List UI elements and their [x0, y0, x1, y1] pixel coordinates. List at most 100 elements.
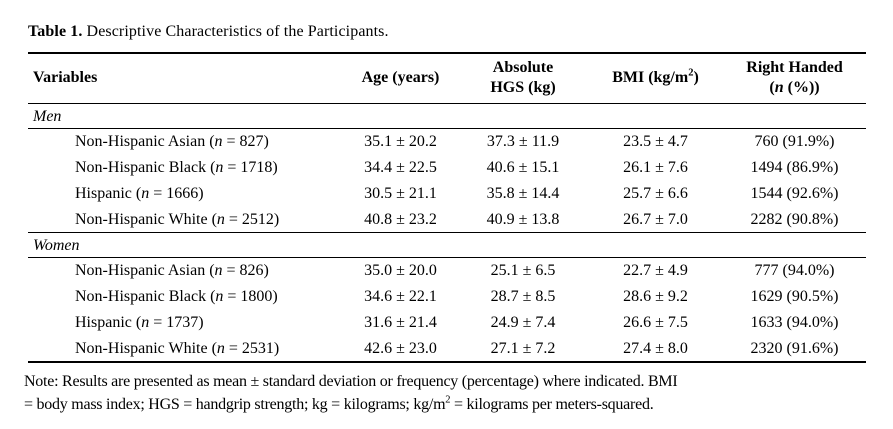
row-label-count: = 827) — [222, 133, 269, 151]
row-label-text: Non-Hispanic White ( — [75, 210, 217, 228]
row-label: Hispanic (n = 1666) — [28, 181, 343, 207]
row-label-n: n — [141, 314, 150, 332]
cell-right-handed: 760 (91.9%) — [754, 133, 835, 151]
row-label-n: n — [215, 288, 224, 306]
row-label-text: Non-Hispanic Asian ( — [75, 262, 215, 280]
cell-bmi: 26.7 ± 7.0 — [623, 210, 688, 228]
bmi-header-close: ) — [693, 68, 699, 86]
table-row: Non-Hispanic White (n = 2512) 40.8 ± 23.… — [28, 207, 866, 233]
table-row: Non-Hispanic White (n = 2531) 42.6 ± 23.… — [28, 336, 866, 362]
row-label-n: n — [216, 339, 225, 357]
section-row-women: Women — [28, 232, 866, 259]
right-handed-header-n: n — [774, 79, 784, 97]
row-label-text: Non-Hispanic Asian ( — [75, 133, 215, 151]
row-label-n: n — [141, 185, 150, 203]
row-label-n: n — [214, 262, 223, 280]
table-row: Hispanic (n = 1737) 31.6 ± 21.4 24.9 ± 7… — [28, 310, 866, 336]
cell-age: 35.1 ± 20.2 — [364, 133, 437, 151]
table-caption-text: Descriptive Characteristics of the Parti… — [82, 23, 389, 40]
row-label-text: Hispanic ( — [75, 185, 142, 203]
cell-right-handed: 1629 (90.5%) — [750, 288, 839, 306]
right-handed-header-open: ( — [769, 79, 775, 97]
row-label-text: Hispanic ( — [75, 314, 142, 332]
cell-right-handed: 2282 (90.8%) — [750, 210, 839, 228]
table-caption-label: Table 1. — [28, 23, 83, 40]
cell-hgs: 40.6 ± 15.1 — [486, 159, 560, 177]
cell-bmi: 28.6 ± 9.2 — [623, 288, 688, 306]
row-label-text: Non-Hispanic Black ( — [75, 159, 216, 177]
section-row-men: Men — [28, 103, 866, 130]
cell-hgs: 35.8 ± 14.4 — [486, 185, 560, 203]
cell-bmi: 26.1 ± 7.6 — [623, 159, 688, 177]
table-row: Non-Hispanic Black (n = 1800) 34.6 ± 22.… — [28, 284, 866, 310]
hgs-header-line2: HGS (kg) — [490, 79, 556, 97]
cell-right-handed: 1494 (86.9%) — [750, 159, 839, 177]
section-label-men: Men — [28, 103, 866, 130]
hgs-header-line1: Absolute — [492, 58, 554, 76]
cell-right-handed: 777 (94.0%) — [754, 262, 835, 280]
cell-right-handed: 1633 (94.0%) — [750, 314, 839, 332]
table-caption: Table 1. Descriptive Characteristics of … — [28, 21, 867, 43]
row-label: Hispanic (n = 1737) — [28, 310, 343, 336]
cell-bmi: 22.7 ± 4.9 — [623, 262, 688, 280]
cell-bmi: 23.5 ± 4.7 — [623, 133, 688, 151]
row-label: Non-Hispanic Asian (n = 827) — [28, 129, 343, 155]
cell-hgs: 25.1 ± 6.5 — [490, 262, 556, 280]
table-row: Non-Hispanic Black (n = 1718) 34.4 ± 22.… — [28, 155, 866, 181]
cell-age: 40.8 ± 23.2 — [364, 210, 437, 228]
cell-age: 34.4 ± 22.5 — [364, 159, 437, 177]
col-header-bmi: BMI (kg/m2) — [588, 52, 723, 105]
row-label-count: = 2531) — [224, 339, 280, 357]
row-label-count: = 2512) — [224, 210, 280, 228]
cell-age: 35.0 ± 20.0 — [364, 262, 437, 280]
row-label-count: = 1718) — [223, 159, 278, 177]
cell-hgs: 27.1 ± 7.2 — [490, 339, 556, 357]
cell-age: 30.5 ± 21.1 — [364, 185, 437, 203]
cell-hgs: 24.9 ± 7.4 — [490, 314, 556, 332]
header-row: Variables Age (years) Absolute HGS (kg) B… — [28, 52, 866, 105]
row-label-count: = 1666) — [149, 185, 204, 203]
table-row: Non-Hispanic Asian (n = 826) 35.0 ± 20.0… — [28, 258, 866, 284]
cell-age: 31.6 ± 21.4 — [364, 314, 437, 332]
col-header-variables: Variables — [28, 52, 343, 105]
right-handed-header-line1: Right Handed — [746, 58, 843, 76]
row-label-count: = 1800) — [223, 288, 278, 306]
bmi-header-superscript: 2 — [688, 67, 694, 79]
note-line2-text: = body mass index; HGS = handgrip streng… — [24, 395, 446, 413]
row-label-count: = 1737) — [149, 314, 204, 332]
bmi-header-text: BMI (kg/m — [612, 68, 689, 86]
table-row: Non-Hispanic Asian (n = 827) 35.1 ± 20.2… — [28, 129, 866, 155]
cell-hgs: 28.7 ± 8.5 — [490, 288, 556, 306]
col-header-hgs: Absolute HGS (kg) — [458, 52, 588, 105]
cell-right-handed: 2320 (91.6%) — [750, 339, 839, 357]
table-note: Note: Results are presented as mean ± st… — [24, 370, 890, 416]
row-label-text: Non-Hispanic White ( — [75, 339, 217, 357]
row-label: Non-Hispanic White (n = 2531) — [28, 336, 343, 362]
row-label-n: n — [216, 210, 225, 228]
cell-hgs: 40.9 ± 13.8 — [486, 210, 560, 228]
row-label-n: n — [214, 133, 223, 151]
note-superscript: 2 — [445, 394, 451, 406]
col-header-right-handed: Right Handed (n (%)) — [723, 52, 866, 105]
section-label-women: Women — [28, 232, 866, 259]
cell-age: 34.6 ± 22.1 — [364, 288, 437, 306]
note-line1: Note: Results are presented as mean ± st… — [24, 372, 678, 390]
right-handed-header-close: (%)) — [783, 79, 820, 97]
cell-bmi: 25.7 ± 6.6 — [623, 185, 688, 203]
cell-bmi: 27.4 ± 8.0 — [623, 339, 688, 357]
row-label-n: n — [215, 159, 224, 177]
cell-hgs: 37.3 ± 11.9 — [486, 133, 560, 151]
cell-bmi: 26.6 ± 7.5 — [623, 314, 688, 332]
table-row: Hispanic (n = 1666) 30.5 ± 21.1 35.8 ± 1… — [28, 181, 866, 207]
row-label: Non-Hispanic Black (n = 1718) — [28, 155, 343, 181]
row-label-text: Non-Hispanic Black ( — [75, 288, 216, 306]
note-line2-end: = kilograms per meters-squared. — [450, 395, 654, 413]
cell-right-handed: 1544 (92.6%) — [750, 185, 839, 203]
col-header-age: Age (years) — [343, 52, 458, 105]
row-label: Non-Hispanic White (n = 2512) — [28, 207, 343, 233]
participants-table: Variables Age (years) Absolute HGS (kg) B… — [28, 51, 866, 363]
row-label: Non-Hispanic Black (n = 1800) — [28, 284, 343, 310]
cell-age: 42.6 ± 23.0 — [364, 339, 437, 357]
row-label: Non-Hispanic Asian (n = 826) — [28, 258, 343, 284]
